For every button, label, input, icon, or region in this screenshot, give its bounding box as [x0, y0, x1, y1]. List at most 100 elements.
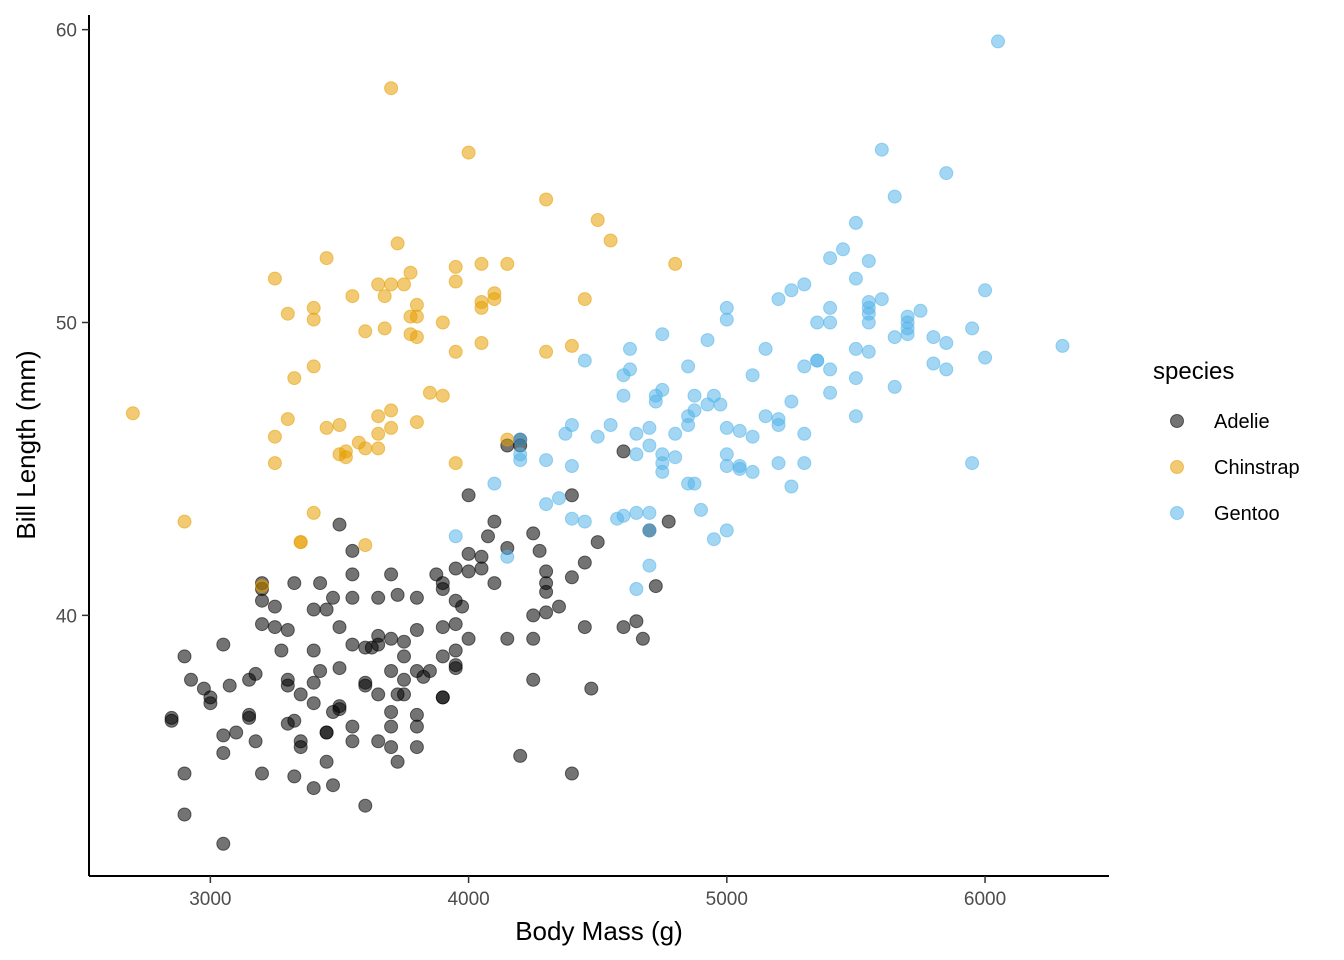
data-point	[345, 543, 360, 558]
data-point	[332, 620, 347, 635]
y-tick-label: 50	[56, 314, 77, 335]
data-point	[384, 719, 399, 734]
data-point	[274, 643, 289, 658]
data-point	[313, 664, 328, 678]
data-point	[848, 215, 863, 230]
data-point	[461, 145, 476, 160]
data-point	[539, 453, 554, 468]
data-point	[623, 341, 637, 356]
data-point	[125, 406, 140, 421]
data-point	[564, 459, 579, 473]
data-point	[629, 582, 644, 596]
data-point	[629, 614, 644, 629]
data-point	[455, 599, 470, 614]
data-point	[616, 388, 631, 403]
data-point	[371, 637, 386, 652]
data-point	[874, 142, 889, 157]
x-tick-label: 6000	[964, 889, 1006, 910]
data-point	[848, 371, 863, 386]
data-point	[326, 590, 340, 605]
data-point	[319, 754, 334, 769]
data-point	[861, 254, 876, 268]
data-point	[306, 602, 321, 617]
y-tick-label: 60	[56, 21, 77, 42]
data-point	[784, 283, 799, 298]
data-point	[409, 590, 424, 605]
data-point	[371, 590, 386, 605]
data-point	[397, 687, 411, 702]
data-point	[216, 836, 231, 851]
data-point	[564, 766, 579, 781]
data-point	[358, 538, 373, 553]
y-axis-title: Bill Length (mm)	[11, 350, 41, 539]
legend-label-chinstrap: Chinstrap	[1214, 457, 1300, 479]
x-tick-label: 4000	[447, 889, 489, 910]
legend-key-adelie	[1170, 414, 1184, 428]
data-point	[390, 236, 405, 251]
data-point	[532, 543, 547, 558]
data-point	[319, 420, 334, 435]
data-point	[267, 456, 282, 471]
data-point	[900, 327, 915, 342]
data-point	[694, 502, 708, 517]
data-point	[500, 256, 515, 271]
data-point	[474, 300, 489, 315]
data-point	[293, 687, 308, 702]
x-tick-label: 3000	[189, 889, 231, 910]
data-point	[539, 497, 554, 512]
data-point	[629, 447, 644, 462]
legend-key-chinstrap	[1170, 460, 1184, 474]
data-point	[345, 289, 360, 304]
data-point	[487, 476, 502, 491]
data-point	[668, 426, 683, 441]
data-point	[713, 397, 728, 412]
data-point	[913, 303, 928, 318]
data-point	[706, 532, 721, 547]
x-tick-label: 5000	[706, 889, 748, 910]
data-point	[409, 415, 424, 430]
data-point	[823, 315, 838, 330]
data-point	[887, 379, 902, 394]
data-point	[564, 511, 579, 526]
data-point	[448, 259, 463, 274]
data-point	[732, 423, 747, 438]
data-point	[403, 265, 418, 280]
data-point	[823, 300, 838, 315]
data-point	[248, 666, 263, 681]
data-point	[184, 672, 198, 687]
data-point	[397, 634, 411, 649]
legend-label-adelie: Adelie	[1214, 411, 1270, 433]
data-point	[745, 429, 760, 444]
data-point	[552, 599, 566, 614]
data-point	[939, 362, 954, 377]
data-point	[280, 623, 295, 637]
data-point	[345, 590, 360, 605]
data-point	[448, 529, 463, 544]
data-point	[719, 312, 734, 327]
data-point	[939, 166, 954, 181]
data-point	[448, 617, 463, 632]
data-point	[926, 330, 941, 345]
data-point	[371, 441, 386, 456]
data-point	[616, 620, 631, 635]
data-point	[384, 403, 399, 418]
data-point	[293, 740, 308, 755]
data-point	[384, 277, 399, 292]
data-point	[306, 696, 321, 711]
data-point	[526, 608, 541, 623]
data-point	[267, 271, 282, 286]
data-point	[397, 672, 411, 687]
data-point	[267, 429, 282, 444]
data-point	[648, 394, 663, 409]
legend-key-gentoo	[1170, 506, 1184, 520]
data-point	[719, 300, 734, 315]
data-point	[448, 274, 463, 289]
data-point	[242, 710, 257, 725]
data-point	[422, 664, 437, 678]
data-point	[642, 438, 657, 453]
data-point	[448, 658, 463, 673]
data-point	[461, 488, 476, 503]
data-point	[687, 403, 702, 418]
data-point	[216, 746, 231, 760]
data-point	[397, 649, 411, 664]
